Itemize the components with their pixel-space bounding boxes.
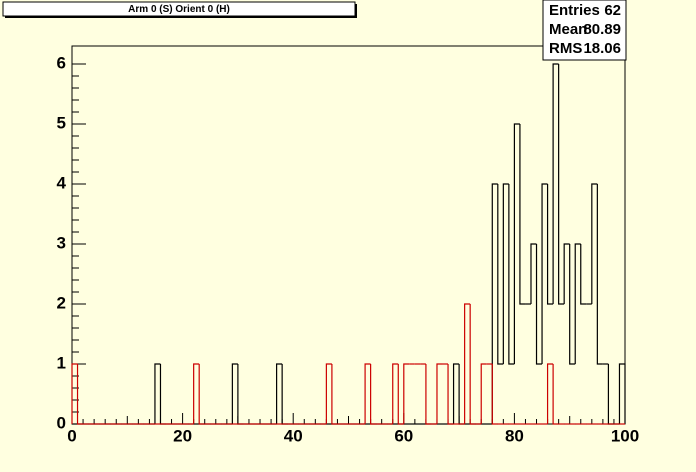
histogram-bin <box>198 364 205 425</box>
y-tick-label: 1 <box>57 353 66 372</box>
histogram-bin <box>452 363 460 424</box>
histogram-bin <box>563 243 570 304</box>
histogram-bin <box>508 184 515 365</box>
y-tick-label: 0 <box>57 413 66 432</box>
histogram-bin <box>231 363 238 424</box>
histogram-bin <box>596 184 603 365</box>
y-tick-label: 4 <box>57 173 67 192</box>
x-tick-label: 100 <box>611 426 639 445</box>
histogram-bin <box>530 243 537 304</box>
histogram-bin <box>364 363 371 424</box>
x-tick-label: 60 <box>394 426 413 445</box>
histogram-bin <box>546 363 554 424</box>
histogram-bin <box>541 183 548 364</box>
y-tick-label: 3 <box>57 233 66 252</box>
histogram-bin <box>552 364 559 425</box>
histogram-bin <box>502 183 509 364</box>
histogram-bin <box>618 363 626 424</box>
histogram-bin <box>276 363 283 424</box>
histogram-bin <box>535 244 543 365</box>
stat-value: 18.06 <box>583 40 621 57</box>
histogram-bin <box>71 363 78 424</box>
histogram-bin <box>469 304 476 425</box>
x-tick-label: 40 <box>284 426 303 445</box>
histogram-bin <box>464 303 471 424</box>
title-box <box>2 1 356 17</box>
histogram-bin <box>552 63 559 304</box>
y-tick-label: 6 <box>57 53 66 72</box>
histogram-bin <box>447 364 454 425</box>
histogram-bin <box>193 363 200 424</box>
histogram-bin <box>403 363 410 424</box>
histogram-bin <box>76 364 84 425</box>
histogram-bin <box>370 364 377 425</box>
histogram-bin <box>546 184 554 305</box>
y-tick-label: 5 <box>57 113 66 132</box>
stat-label: Entries <box>549 2 600 19</box>
plot-frame <box>71 45 626 425</box>
histogram-bin <box>574 243 581 364</box>
chart-title: Arm 0 (S) Orient 0 (H) <box>128 4 230 15</box>
histogram-bin <box>497 184 504 365</box>
stat-label: RMS <box>549 40 582 57</box>
histogram-bin <box>491 183 498 424</box>
histogram-bin <box>591 183 598 304</box>
histogram-bin <box>580 244 587 305</box>
stat-value: 62 <box>604 2 621 19</box>
histogram-bin <box>569 244 576 365</box>
histogram-bin <box>491 364 498 425</box>
histogram-bin <box>154 363 161 424</box>
histogram-bin <box>397 364 404 425</box>
histogram-bin <box>436 363 443 424</box>
histogram-bin <box>513 123 520 364</box>
histogram-bin <box>325 363 332 424</box>
histogram-bin <box>425 364 432 425</box>
histogram-bin <box>392 363 399 424</box>
histogram-bin <box>558 64 565 305</box>
stat-label: Mean <box>549 21 587 38</box>
x-tick-label: 80 <box>505 426 524 445</box>
histogram-bin <box>480 363 487 424</box>
stat-value: 80.89 <box>583 21 621 38</box>
y-tick-label: 2 <box>57 293 66 312</box>
x-tick-label: 0 <box>67 426 76 445</box>
stats-box <box>542 0 627 61</box>
x-tick-label: 20 <box>173 426 192 445</box>
histogram-bin <box>331 364 338 425</box>
histogram-bin <box>519 124 526 305</box>
